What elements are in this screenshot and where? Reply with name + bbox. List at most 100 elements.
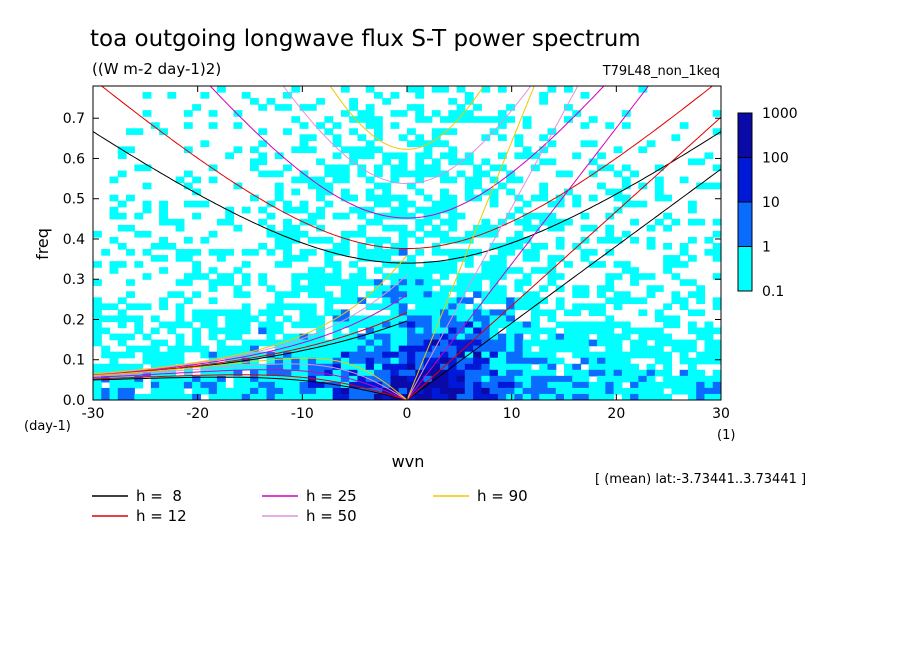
heatmap-cell [283,164,292,172]
heatmap-cell [357,321,367,329]
heatmap-cell [390,212,400,220]
heatmap-cell [473,363,482,371]
heatmap-cell [671,261,681,268]
heatmap-cell [299,375,309,383]
heatmap-cell [274,182,284,190]
heatmap-cell [233,285,243,292]
heatmap-cell [299,140,309,147]
heatmap-cell [390,122,400,129]
heatmap-cell [704,236,714,244]
heatmap-cell [687,375,697,383]
heatmap-cell [547,255,557,262]
heatmap-cell [497,345,507,353]
heatmap-cell [283,243,292,250]
heatmap-cell [324,357,334,365]
heatmap-cell [646,333,656,341]
heatmap-cell [134,363,144,371]
heatmap-cell [167,218,177,226]
heatmap-cell [398,351,408,359]
heatmap-cell [349,273,359,280]
heatmap-cell [704,249,714,256]
heatmap-cell [233,122,243,129]
heatmap-cell [572,387,582,395]
heatmap-cell [365,86,375,93]
heatmap-cell [415,393,425,400]
heatmap-cell [324,170,334,178]
heatmap-cell [208,393,218,400]
heatmap-cell [365,152,375,160]
x-tick-label: -30 [82,406,105,422]
heatmap-cell [126,315,135,323]
heatmap-cell [489,369,499,377]
heatmap-cell [357,345,367,353]
heatmap-cell [440,369,449,377]
heatmap-cell [431,291,441,298]
heatmap-cell [638,200,648,208]
heatmap-cell [423,375,433,383]
heatmap-cell [117,333,127,341]
heatmap-cell [530,369,540,377]
colorbar-swatch [737,157,753,203]
heatmap-cell [307,291,317,298]
heatmap-cell [117,315,127,323]
heatmap-cell [473,182,482,190]
heatmap-cell [497,116,507,123]
heatmap-cell [497,86,507,93]
heatmap-cell [390,375,400,383]
heatmap-cell [456,255,466,262]
heatmap-cell [324,381,334,389]
heatmap-cell [291,176,301,184]
heatmap-cell [332,369,342,377]
heatmap-cell [167,387,177,395]
heatmap-cell [497,375,507,383]
heatmap-cell [250,158,259,166]
heatmap-cell [572,243,582,250]
heatmap-cell [365,116,375,123]
heatmap-cell [712,273,721,280]
heatmap-cell [481,218,491,226]
heatmap-cell [192,387,202,395]
heatmap-cell [126,393,135,400]
heatmap-cell [506,363,516,371]
heatmap-cell [456,381,466,389]
heatmap-cell [101,351,111,359]
heatmap-cell [464,230,474,238]
heatmap-cell [473,164,482,172]
heatmap-cell [638,297,648,304]
heatmap-cell [183,297,193,304]
heatmap-cell [349,285,359,292]
heatmap-cell [638,375,648,383]
heatmap-cell [159,369,168,377]
heatmap-cell [357,152,367,160]
heatmap-cell [365,351,375,359]
heatmap-cell [663,351,673,359]
heatmap-cell [530,375,540,383]
heatmap-cell [390,110,400,117]
heatmap-cell [481,116,491,123]
heatmap-cell [349,279,359,286]
heatmap-cell [456,86,466,93]
heatmap-cell [489,279,499,286]
heatmap-cell [481,309,491,317]
heatmap-cell [390,339,400,347]
heatmap-cell [307,315,317,323]
heatmap-cell [440,321,449,329]
heatmap-cell [679,279,689,286]
heatmap-cell [398,110,408,117]
heatmap-cell [638,182,648,190]
heatmap-cell [142,110,152,117]
heatmap-cell [481,369,491,377]
heatmap-cell [208,387,218,395]
heatmap-cell [646,140,656,147]
heatmap-cell [588,369,598,377]
heatmap-cell [497,351,507,359]
heatmap-cell [101,393,111,400]
heatmap-cell [117,170,127,178]
heatmap-cell [464,236,474,244]
heatmap-cell [200,381,210,389]
heatmap-cell [506,249,516,256]
heatmap-cell [696,182,706,190]
heatmap-cell [464,285,474,292]
heatmap-cell [423,387,433,395]
heatmap-cell [382,182,392,190]
